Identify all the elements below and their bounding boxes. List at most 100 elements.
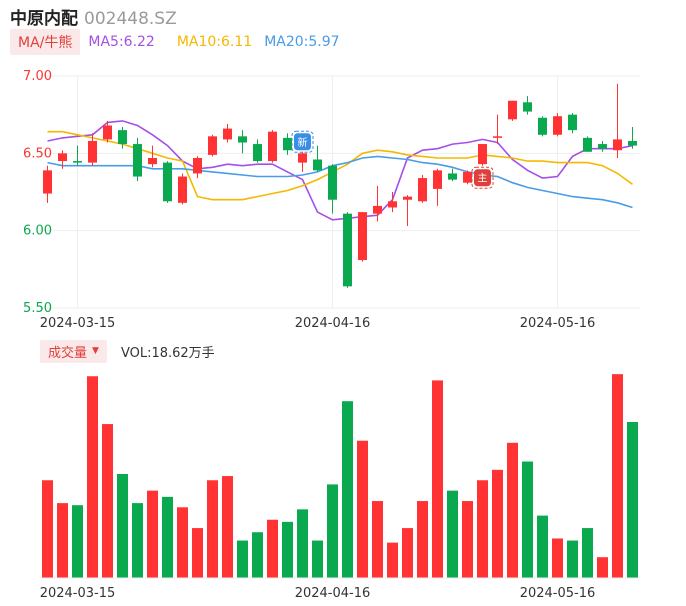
- candle: [43, 165, 52, 203]
- volume-bar: [372, 501, 383, 578]
- candle: [103, 120, 112, 143]
- candle-body: [583, 137, 592, 152]
- candle: [613, 83, 622, 158]
- volume-bar: [237, 540, 248, 578]
- candle: [298, 151, 307, 172]
- candle: [568, 113, 577, 134]
- candle: [403, 195, 412, 227]
- volume-bar: [402, 528, 413, 578]
- candle: [628, 127, 637, 149]
- ma-line-ma5: [47, 120, 633, 221]
- candle-body: [193, 157, 202, 174]
- x-tick-label: 2024-04-16: [295, 316, 371, 331]
- volume-bar: [72, 505, 83, 578]
- candle-body: [148, 157, 157, 165]
- candle-body: [58, 153, 67, 162]
- volume-bar: [252, 532, 263, 578]
- candle-body: [598, 144, 607, 149]
- candle: [238, 130, 247, 154]
- candle: [88, 133, 97, 166]
- ma10-value: MA10:6.11: [176, 34, 253, 50]
- candle-body: [373, 205, 382, 214]
- volume-bar: [42, 480, 53, 578]
- ma-line-ma10: [47, 130, 633, 201]
- volume-bar: [132, 503, 143, 578]
- candle: [448, 168, 457, 182]
- volume-bar: [312, 540, 323, 578]
- candle: [118, 127, 127, 149]
- marker-label: 新: [298, 136, 308, 149]
- event-markers: 新主: [291, 130, 494, 189]
- marker-label: 主: [478, 173, 488, 185]
- ma20-value: MA20:5.97: [264, 34, 340, 50]
- ma-line-ma20: [47, 155, 633, 209]
- candle: [313, 145, 322, 172]
- volume-toggle-button[interactable]: 成交量 ▼: [40, 339, 107, 363]
- y-tick-label: 7.00: [23, 69, 52, 84]
- candle-body: [508, 100, 517, 120]
- moving-average-lines: [47, 120, 633, 221]
- stock-header: 中原内配 002448.SZ: [10, 4, 177, 29]
- candle-body: [88, 140, 97, 163]
- candle-body: [118, 130, 127, 145]
- event-marker: 新: [291, 130, 314, 153]
- volume-x-axis: 2024-03-15 2024-04-16 2024-05-16: [40, 586, 596, 601]
- event-marker: 主: [471, 166, 494, 189]
- marker-frame: [291, 130, 314, 153]
- x-tick-label: 2024-05-16: [520, 586, 596, 601]
- ma-toggle-button[interactable]: MA/牛熊: [10, 29, 81, 55]
- x-tick-label: 2024-03-15: [40, 316, 116, 331]
- candle-body: [163, 162, 172, 202]
- x-tick-label: 2024-03-15: [40, 586, 116, 601]
- candle: [583, 136, 592, 152]
- candle: [58, 150, 67, 169]
- candle-body: [403, 196, 412, 200]
- x-tick-label: 2024-04-16: [295, 586, 371, 601]
- candle: [343, 212, 352, 288]
- stock-code: 002448.SZ: [84, 9, 177, 29]
- candle-body: [478, 144, 487, 165]
- volume-bar: [462, 501, 473, 578]
- volume-bar: [342, 401, 353, 578]
- volume-bar: [417, 501, 428, 578]
- candle: [493, 114, 502, 145]
- volume-bar: [282, 521, 293, 578]
- candle-body: [523, 102, 532, 112]
- candle-body: [433, 170, 442, 189]
- candle-body: [298, 153, 307, 163]
- volume-bar: [477, 480, 488, 578]
- y-tick-label: 6.50: [23, 146, 52, 161]
- candle-body: [538, 117, 547, 135]
- volume-bar: [117, 474, 128, 578]
- volume-bar: [162, 496, 173, 578]
- candle: [208, 134, 217, 157]
- candle: [148, 145, 157, 168]
- ma-legend: MA/牛熊 MA5:6.22 MA10:6.11 MA20:5.97: [10, 29, 340, 55]
- candle-body: [253, 144, 262, 162]
- candle-body: [328, 165, 337, 200]
- volume-bar: [627, 422, 638, 578]
- volume-bar: [582, 528, 593, 578]
- candle: [373, 185, 382, 222]
- candle-body: [553, 116, 562, 135]
- candle-body: [613, 139, 622, 151]
- candle: [178, 173, 187, 205]
- volume-bar: [327, 484, 338, 578]
- volume-bar: [192, 528, 203, 578]
- candle: [598, 140, 607, 152]
- candle: [73, 145, 82, 166]
- candle: [283, 133, 292, 155]
- volume-bar: [507, 442, 518, 578]
- candle: [163, 161, 172, 203]
- caret-down-icon: ▼: [92, 346, 99, 356]
- volume-bar: [492, 469, 503, 578]
- candle: [433, 168, 442, 206]
- volume-bar: [567, 540, 578, 578]
- price-y-axis: 7.00 6.50 6.00 5.50: [23, 69, 52, 316]
- volume-bar: [147, 490, 158, 578]
- candlesticks: [43, 83, 637, 288]
- candle-body: [268, 131, 277, 162]
- candle: [418, 174, 427, 203]
- candle: [538, 116, 547, 137]
